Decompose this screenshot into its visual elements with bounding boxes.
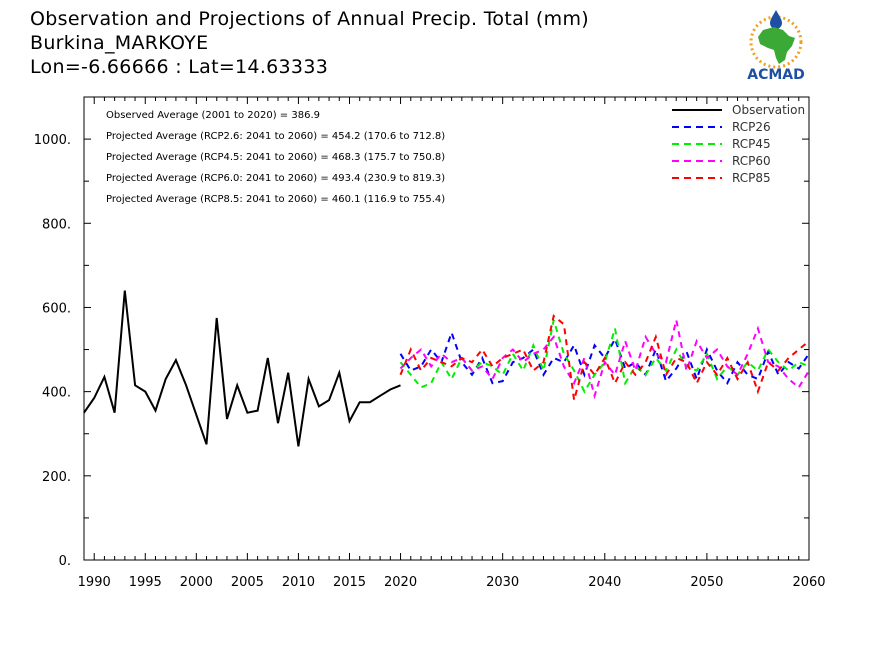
acmad-logo: ACMAD (747, 10, 805, 83)
chart-title: Observation and Projections of Annual Pr… (30, 8, 589, 30)
x-tick-label: 1995 (129, 575, 162, 590)
legend-label: RCP60 (732, 154, 771, 168)
logo-text: ACMAD (747, 67, 805, 83)
x-tick-label: 2005 (231, 575, 264, 590)
x-tick-label: 2015 (333, 575, 366, 590)
y-tick-label: 1000. (34, 133, 71, 148)
y-tick-label: 800. (42, 217, 71, 232)
station-name: Burkina_MARKOYE (30, 32, 209, 54)
average-annotation: Projected Average (RCP8.5: 2041 to 2060)… (106, 194, 445, 205)
average-annotation: Projected Average (RCP2.6: 2041 to 2060)… (106, 131, 445, 142)
y-tick-label: 0. (59, 554, 71, 569)
average-annotation: Projected Average (RCP6.0: 2041 to 2060)… (106, 173, 445, 184)
legend-label: RCP45 (732, 137, 771, 151)
y-tick-label: 400. (42, 386, 71, 401)
average-annotation: Projected Average (RCP4.5: 2041 to 2060)… (106, 152, 445, 163)
series-line-observation (83, 290, 401, 447)
x-tick-label: 2020 (384, 575, 417, 590)
plot-frame (83, 96, 810, 561)
y-tick-label: 200. (42, 470, 71, 485)
x-tick-label: 2040 (588, 575, 621, 590)
average-annotation: Observed Average (2001 to 2020) = 386.9 (106, 110, 320, 121)
y-tick-label: 600. (42, 301, 71, 316)
sun-rays-icon (749, 15, 803, 69)
x-tick-label: 2000 (180, 575, 213, 590)
x-tick-label: 2050 (690, 575, 723, 590)
water-drop-icon (770, 10, 782, 29)
series-line-rcp85 (399, 314, 810, 401)
x-tick-label: 2010 (282, 575, 315, 590)
x-tick-label: 2060 (792, 575, 825, 590)
x-tick-label: 1990 (78, 575, 111, 590)
legend-label: Observation (732, 103, 805, 117)
x-tick-label: 2030 (486, 575, 519, 590)
station-coordinates: Lon=-6.66666 : Lat=14.63333 (30, 56, 329, 78)
legend-label: RCP26 (732, 120, 771, 134)
africa-map-icon (758, 27, 795, 64)
legend-label: RCP85 (732, 171, 771, 185)
series-line-rcp60 (399, 319, 810, 400)
